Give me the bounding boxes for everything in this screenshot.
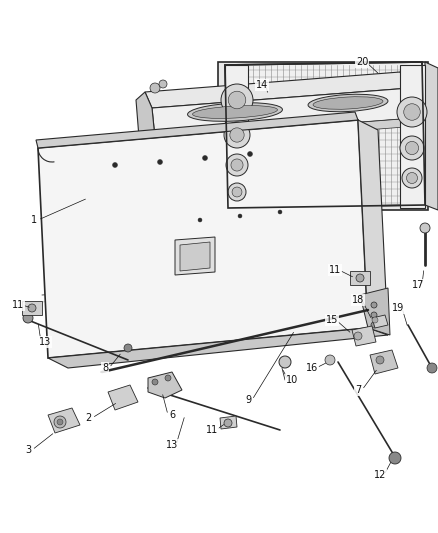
Text: 7: 7 (355, 385, 361, 395)
Circle shape (404, 104, 420, 120)
Text: 12: 12 (374, 470, 386, 480)
Polygon shape (145, 72, 410, 108)
Circle shape (23, 313, 33, 323)
Polygon shape (360, 288, 390, 335)
Circle shape (152, 379, 158, 385)
Polygon shape (36, 112, 358, 148)
Text: 13: 13 (39, 337, 51, 347)
Circle shape (150, 83, 160, 93)
Polygon shape (152, 88, 415, 138)
Text: 10: 10 (286, 375, 298, 385)
Circle shape (231, 159, 243, 171)
Circle shape (372, 317, 378, 323)
Text: 1: 1 (31, 215, 37, 225)
Circle shape (406, 141, 419, 155)
Polygon shape (48, 328, 388, 368)
Circle shape (371, 322, 377, 328)
Circle shape (221, 84, 253, 116)
Circle shape (371, 312, 377, 318)
Circle shape (158, 159, 162, 165)
Circle shape (354, 332, 362, 340)
Text: 16: 16 (306, 363, 318, 373)
Circle shape (402, 168, 422, 188)
Polygon shape (48, 408, 80, 433)
Circle shape (371, 302, 377, 308)
Polygon shape (175, 237, 215, 275)
Circle shape (224, 419, 232, 427)
Text: 8: 8 (102, 363, 108, 373)
Polygon shape (372, 315, 388, 328)
Polygon shape (225, 62, 425, 208)
Polygon shape (400, 68, 420, 126)
Ellipse shape (308, 94, 388, 112)
Polygon shape (425, 62, 438, 210)
Text: 3: 3 (25, 445, 31, 455)
Text: 9: 9 (245, 395, 251, 405)
Text: 11: 11 (329, 265, 341, 275)
Circle shape (389, 452, 401, 464)
Circle shape (230, 128, 244, 142)
Polygon shape (22, 301, 42, 315)
Circle shape (247, 151, 252, 157)
Circle shape (400, 136, 424, 160)
Text: 15: 15 (326, 315, 338, 325)
Polygon shape (370, 350, 398, 374)
Polygon shape (180, 242, 210, 271)
Circle shape (159, 80, 167, 88)
Ellipse shape (193, 106, 277, 118)
Ellipse shape (313, 96, 383, 109)
Circle shape (202, 156, 208, 160)
Text: 14: 14 (256, 80, 268, 90)
Circle shape (406, 173, 417, 183)
Circle shape (54, 416, 66, 428)
Circle shape (356, 274, 364, 282)
Circle shape (325, 355, 335, 365)
Polygon shape (218, 62, 428, 210)
Polygon shape (358, 120, 388, 335)
Polygon shape (225, 65, 248, 208)
Polygon shape (136, 92, 158, 150)
Circle shape (228, 183, 246, 201)
Circle shape (420, 223, 430, 233)
Circle shape (198, 218, 202, 222)
Circle shape (124, 344, 132, 352)
Circle shape (397, 97, 427, 127)
Ellipse shape (187, 103, 283, 122)
Text: 11: 11 (206, 425, 218, 435)
Circle shape (278, 210, 282, 214)
Circle shape (224, 122, 250, 148)
Polygon shape (108, 385, 138, 410)
Circle shape (427, 363, 437, 373)
Circle shape (165, 375, 171, 381)
Text: 6: 6 (169, 410, 175, 420)
Text: 2: 2 (85, 413, 91, 423)
Polygon shape (352, 326, 376, 346)
Circle shape (238, 214, 242, 218)
Text: 17: 17 (412, 280, 424, 290)
Circle shape (228, 91, 246, 109)
Text: 11: 11 (12, 300, 24, 310)
Polygon shape (400, 65, 425, 208)
Text: 20: 20 (356, 57, 368, 67)
Circle shape (226, 154, 248, 176)
Polygon shape (220, 416, 237, 429)
Circle shape (57, 419, 63, 425)
Text: 18: 18 (352, 295, 364, 305)
Polygon shape (38, 120, 368, 358)
Polygon shape (350, 271, 370, 285)
Polygon shape (148, 372, 182, 398)
Circle shape (279, 356, 291, 368)
Circle shape (28, 304, 36, 312)
Text: 19: 19 (392, 303, 404, 313)
Circle shape (113, 163, 117, 167)
Circle shape (232, 187, 242, 197)
Text: 13: 13 (166, 440, 178, 450)
Polygon shape (155, 118, 418, 146)
Circle shape (376, 356, 384, 364)
